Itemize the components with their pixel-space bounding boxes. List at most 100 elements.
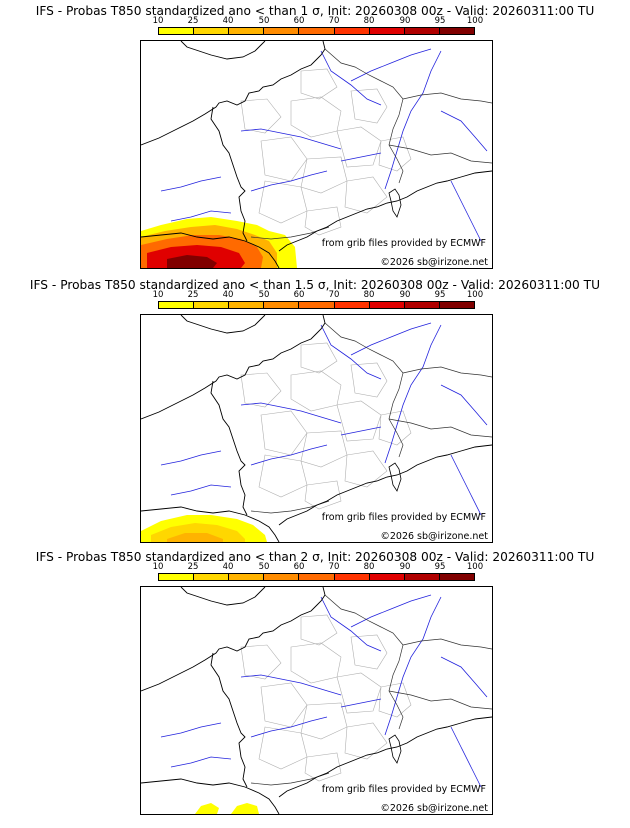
colorbar-segment [299,574,334,580]
colorbar-tick: 70 [329,17,340,26]
map: from grib files provided by ECMWF ©2026 … [140,40,493,269]
colorbar-segment [440,574,474,580]
colorbar: 10 25 40 50 60 70 80 90 95 100 [155,17,475,37]
river [241,129,341,149]
colorbar-segment [335,28,370,34]
colorbar-tick: 40 [223,563,234,572]
department-boundary [345,723,387,759]
coastline [181,587,265,605]
river [441,657,487,697]
colorbar-tick: 50 [259,563,270,572]
river [321,51,381,105]
country-border [325,595,403,729]
colorbar-segment [299,302,334,308]
river [385,325,441,463]
department-boundary [261,683,307,727]
map-svg [141,41,492,268]
department-boundary [241,99,281,133]
country-border [325,323,403,457]
river [351,595,431,627]
department-boundary [337,127,381,167]
colorbar-segment [159,302,194,308]
colorbar-tick: 80 [364,291,375,300]
country-border [325,49,403,183]
river [171,485,231,495]
department-boundary [301,703,347,739]
river [385,597,441,735]
colorbar-tick: 40 [223,17,234,26]
colorbar-segment [299,28,334,34]
colorbar-tick: 60 [294,17,305,26]
river [161,451,221,465]
map: from grib files provided by ECMWF ©2026 … [140,586,493,815]
river [451,727,481,787]
department-boundary [301,615,337,645]
probability-area [231,803,259,814]
colorbar-tick: 95 [435,17,446,26]
colorbar-segment [194,28,229,34]
department-boundary [351,363,387,397]
river [441,111,487,151]
country-border [389,145,492,163]
river [241,403,341,423]
map-panel-1sigma: IFS - Probas T850 standardized ano < tha… [0,4,630,276]
colorbar-tick: 90 [400,563,411,572]
colorbar-segment [370,28,405,34]
coastline [141,587,325,691]
colorbar-segment [229,302,264,308]
colorbar-tick: 50 [259,291,270,300]
data-credit: from grib files provided by ECMWF [322,512,486,523]
river [161,177,221,191]
department-boundary [305,481,341,509]
coastline [181,315,265,333]
map: from grib files provided by ECMWF ©2026 … [140,314,493,543]
colorbar-tick: 90 [400,291,411,300]
department-boundary [301,343,337,373]
colorbar-segment [229,574,264,580]
river [171,757,231,767]
department-boundary [337,401,381,441]
colorbar-tick: 60 [294,563,305,572]
river [451,181,481,241]
colorbar-tick: 40 [223,291,234,300]
coastline [211,381,247,515]
department-boundary [291,643,341,683]
colorbar-tick: 70 [329,563,340,572]
colorbar-tick: 60 [294,291,305,300]
coastline [141,41,325,145]
colorbar-tick: 100 [467,563,483,572]
country-border [403,93,492,103]
department-boundary [301,69,337,99]
corsica-coastline [389,735,401,763]
colorbar-segment [264,574,299,580]
department-boundary [261,411,307,455]
colorbar-tick: 10 [153,17,164,26]
colorbar-segment [194,302,229,308]
river [241,675,341,695]
river [251,717,327,737]
corsica-coastline [389,463,401,491]
department-boundary [259,455,307,497]
map-panel-2sigma: IFS - Probas T850 standardized ano < tha… [0,550,630,822]
river [321,597,381,651]
probability-area [195,803,219,814]
country-border [251,773,329,785]
department-boundary [379,683,411,717]
department-boundary [337,673,381,713]
colorbar-segment [159,574,194,580]
river [451,455,481,515]
country-border [403,367,492,377]
department-boundary [379,137,411,171]
river [351,49,431,81]
copyright: ©2026 sb@irizone.net [380,803,488,814]
colorbar-tick: 70 [329,291,340,300]
panel-title: IFS - Probas T850 standardized ano < tha… [0,4,630,18]
river [385,51,441,189]
colorbar-segment [440,28,474,34]
coastline [181,41,265,59]
colorbar-tick: 25 [188,563,199,572]
panel-title: IFS - Probas T850 standardized ano < tha… [0,550,630,564]
colorbar-segment [264,28,299,34]
colorbar-strip [158,301,475,309]
colorbar-tick: 10 [153,563,164,572]
